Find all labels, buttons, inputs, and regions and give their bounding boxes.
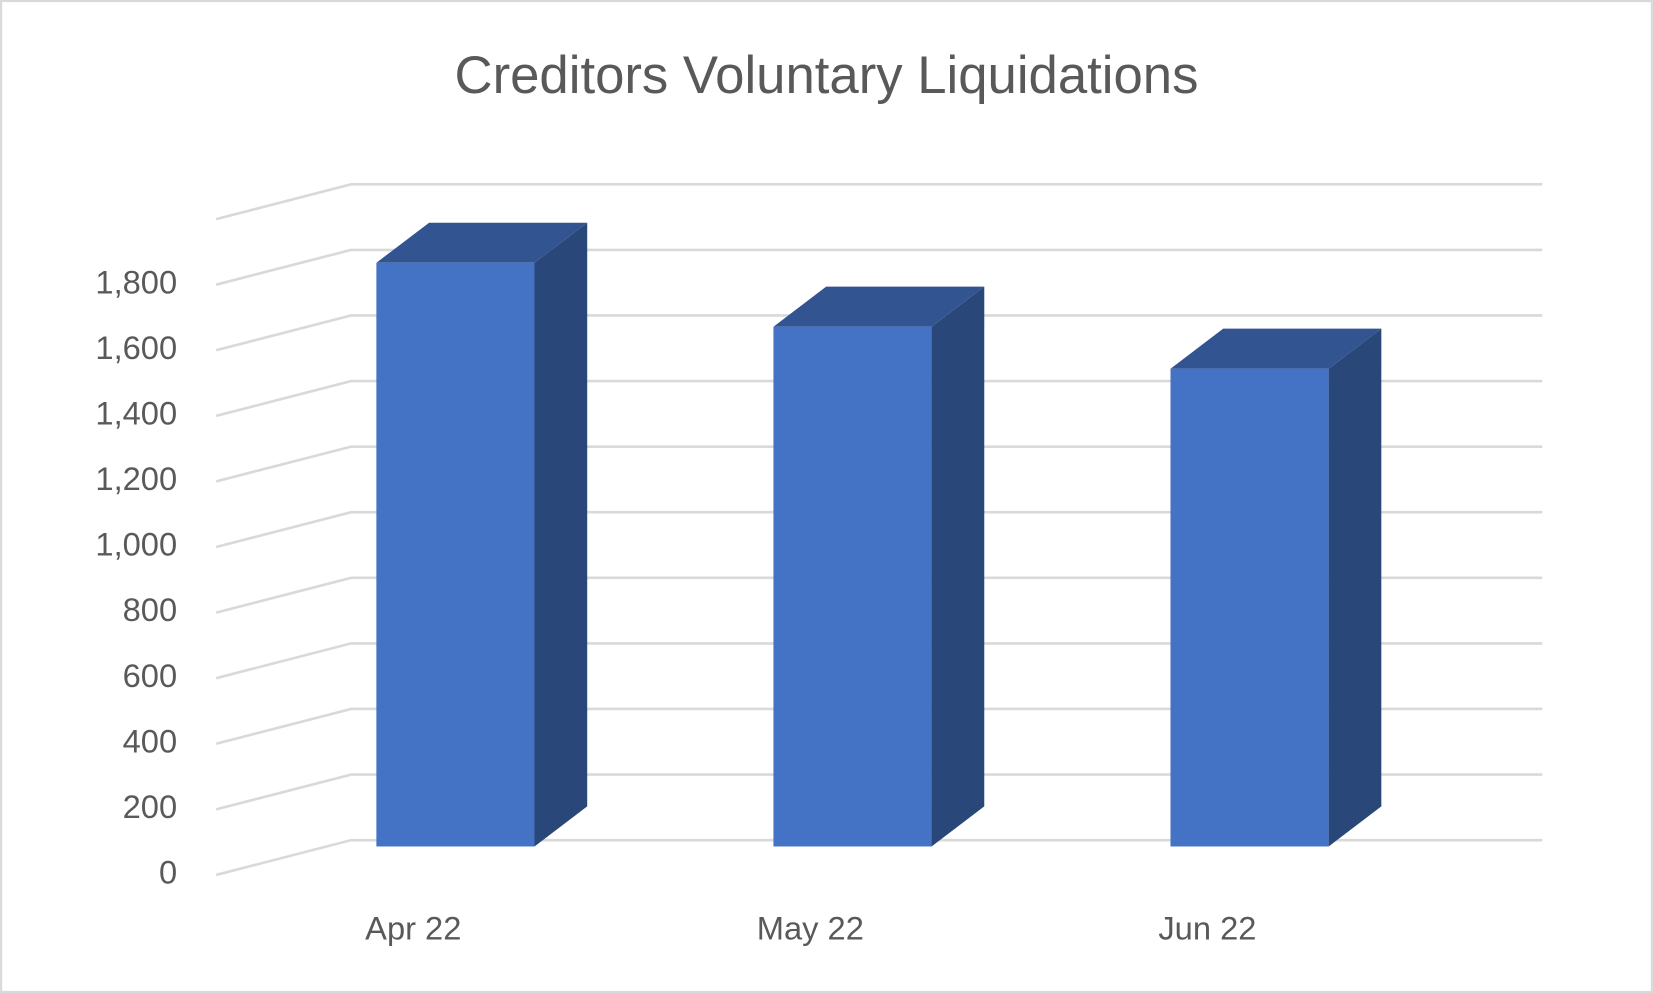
grid-line bbox=[215, 314, 1543, 352]
bar-top bbox=[1170, 328, 1382, 369]
y-tick-label: 400 bbox=[123, 722, 178, 759]
grid-line bbox=[215, 379, 1543, 418]
y-tick-label: 800 bbox=[123, 591, 178, 628]
grid-line bbox=[215, 510, 1543, 549]
y-tick-label: 0 bbox=[159, 854, 177, 891]
bar-side bbox=[931, 286, 985, 847]
grid-line bbox=[215, 707, 1543, 746]
grid-line bbox=[215, 248, 1543, 286]
grid-line bbox=[215, 838, 1543, 877]
bar bbox=[773, 326, 932, 847]
bar-side bbox=[534, 222, 588, 847]
grid-line bbox=[215, 642, 1543, 680]
x-tick-label: Jun 22 bbox=[1158, 909, 1256, 946]
y-tick-label: 1,800 bbox=[95, 263, 177, 300]
grid-line bbox=[215, 576, 1543, 614]
y-tick-label: 1,600 bbox=[95, 329, 177, 366]
grid-line bbox=[215, 182, 1543, 221]
grid-line bbox=[215, 445, 1543, 483]
bar-top bbox=[376, 222, 588, 263]
bar-side bbox=[1328, 328, 1382, 847]
y-tick-label: 200 bbox=[123, 788, 178, 825]
x-tick-label: May 22 bbox=[757, 909, 864, 946]
y-tick-label: 1,200 bbox=[95, 460, 177, 497]
y-tick-label: 1,000 bbox=[95, 526, 177, 563]
bar-top bbox=[773, 286, 985, 327]
bar bbox=[376, 262, 535, 847]
bar bbox=[1170, 368, 1329, 847]
y-tick-label: 1,400 bbox=[95, 394, 177, 431]
y-tick-label: 600 bbox=[123, 657, 178, 694]
grid-line bbox=[215, 773, 1543, 811]
chart-title: Creditors Voluntary Liquidations bbox=[455, 46, 1199, 105]
x-tick-label: Apr 22 bbox=[365, 909, 461, 946]
